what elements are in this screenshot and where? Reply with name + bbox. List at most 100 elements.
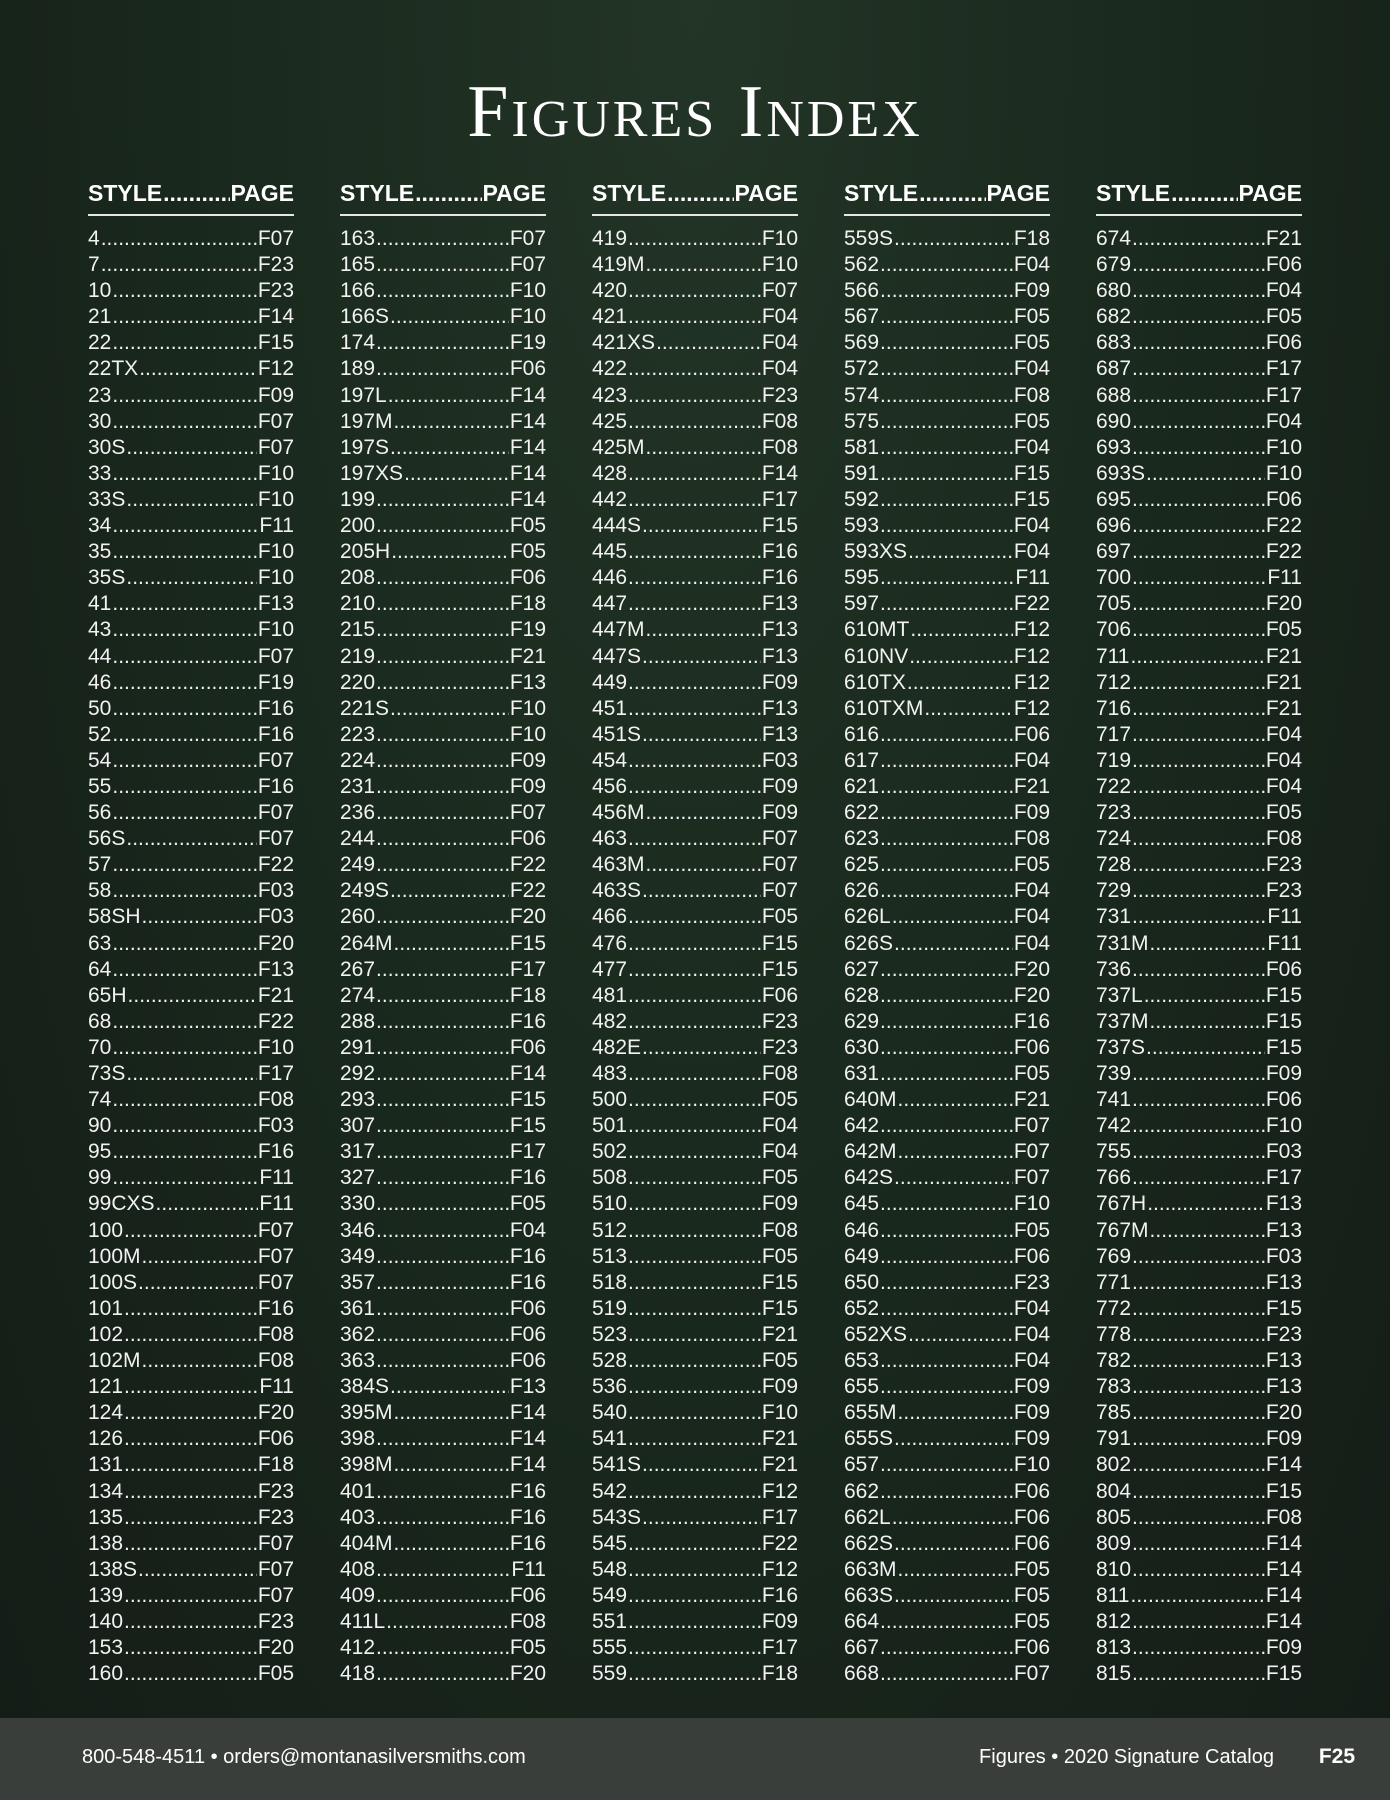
index-entry: 166 F10	[340, 278, 546, 304]
entry-page: F17	[1265, 357, 1302, 381]
entry-leader-dots	[880, 461, 1013, 487]
index-entry: 630 F06	[844, 1035, 1050, 1061]
entry-leader-dots	[880, 1009, 1013, 1035]
entry-leader-dots	[898, 1139, 1013, 1165]
entry-page: F15	[1265, 1479, 1302, 1503]
entry-style: 411L	[340, 1609, 386, 1633]
index-entry: 610MT F12	[844, 617, 1050, 643]
index-entry: 736 F06	[1096, 957, 1302, 983]
entry-style: 610TX	[844, 670, 906, 694]
entry-page: F11	[1267, 566, 1302, 590]
entry-style: 482	[592, 1009, 628, 1033]
entry-style: 555	[592, 1636, 628, 1660]
entry-leader-dots	[112, 722, 256, 748]
entry-leader-dots	[880, 1479, 1013, 1505]
index-entry: 423 F23	[592, 383, 798, 409]
entry-leader-dots	[394, 931, 509, 957]
entry-style: 55	[88, 774, 112, 798]
entry-leader-dots	[376, 983, 509, 1009]
index-entry: 783 F13	[1096, 1374, 1302, 1400]
entry-style: 543S	[592, 1505, 642, 1529]
index-entry: 616 F06	[844, 722, 1050, 748]
entry-style: 655	[844, 1375, 880, 1399]
index-entry: 454 F03	[592, 748, 798, 774]
entry-leader-dots	[126, 487, 256, 513]
entry-page: F09	[1013, 1401, 1050, 1425]
index-entry: 197S F14	[340, 435, 546, 461]
entry-page: F19	[257, 670, 294, 694]
index-entry: 35 F10	[88, 539, 294, 565]
entry-leader-dots	[628, 409, 761, 435]
entry-page: F20	[257, 931, 294, 955]
entry-leader-dots	[628, 983, 761, 1009]
entry-style: 100S	[88, 1270, 138, 1294]
entry-leader-dots	[908, 539, 1013, 565]
index-entry: 627 F20	[844, 957, 1050, 983]
index-entry: 690 F04	[1096, 409, 1302, 435]
header-style-label: STYLE	[844, 180, 919, 206]
index-entry: 543S F17	[592, 1505, 798, 1531]
entry-style: 330	[340, 1192, 376, 1216]
entry-style: 73S	[88, 1062, 126, 1085]
entry-leader-dots	[628, 278, 761, 304]
entry-page: F06	[1265, 331, 1302, 355]
index-entry: 219 F21	[340, 644, 546, 670]
index-entry: 197L F14	[340, 383, 546, 409]
entry-page: F06	[1013, 1505, 1050, 1529]
index-entry: 693S F10	[1096, 461, 1302, 487]
index-entry: 737S F15	[1096, 1035, 1302, 1061]
entry-page: F11	[1267, 931, 1302, 955]
index-entry: 668 F07	[844, 1661, 1050, 1687]
entry-leader-dots	[376, 826, 509, 852]
entry-page: F07	[1013, 1114, 1050, 1138]
entry-page: F10	[1265, 1114, 1302, 1138]
entry-style: 477	[592, 957, 628, 981]
entry-leader-dots	[880, 774, 1013, 800]
index-entry: 617 F04	[844, 748, 1050, 774]
index-entry: 52 F16	[88, 722, 294, 748]
entry-leader-dots	[376, 1244, 509, 1270]
index-entry: 767H F13	[1096, 1191, 1302, 1217]
entry-style: 815	[1096, 1662, 1132, 1686]
entry-style: 447S	[592, 644, 642, 668]
entry-page: F10	[1013, 1453, 1050, 1477]
index-entry: 57 F22	[88, 852, 294, 878]
entry-page: F16	[509, 1166, 546, 1190]
index-entry: 138 F07	[88, 1531, 294, 1557]
entry-leader-dots	[642, 1035, 761, 1061]
index-entry: 428 F14	[592, 461, 798, 487]
entry-style: 736	[1096, 957, 1132, 981]
entry-style: 629	[844, 1009, 880, 1033]
entry-style: 10	[88, 279, 112, 303]
entry-style: 562	[844, 253, 880, 277]
entry-style: 626S	[844, 931, 894, 955]
index-entry: 679 F06	[1096, 252, 1302, 278]
index-entry: 739 F09	[1096, 1061, 1302, 1087]
entry-page: F07	[1013, 1140, 1050, 1164]
entry-style: 327	[340, 1166, 376, 1190]
index-entry: 683 F06	[1096, 330, 1302, 356]
entry-style: 700	[1096, 566, 1132, 590]
entry-style: 288	[340, 1009, 376, 1033]
entry-leader-dots	[646, 252, 761, 278]
entry-style: 575	[844, 409, 880, 433]
index-entry: 645 F10	[844, 1191, 1050, 1217]
index-entry: 43 F10	[88, 617, 294, 643]
entry-page: F16	[761, 540, 798, 564]
index-entry: 56S F07	[88, 826, 294, 852]
entry-page: F16	[761, 566, 798, 590]
entry-leader-dots	[376, 644, 509, 670]
index-entry: 631 F05	[844, 1061, 1050, 1087]
entry-page: F05	[509, 1192, 546, 1216]
index-entry: 653 F04	[844, 1348, 1050, 1374]
index-entry: 418 F20	[340, 1661, 546, 1687]
index-entry: 723 F05	[1096, 800, 1302, 826]
entry-style: 739	[1096, 1062, 1132, 1085]
entry-leader-dots	[894, 931, 1013, 957]
entry-leader-dots	[880, 852, 1013, 878]
entry-page: F12	[257, 357, 294, 381]
entry-leader-dots	[390, 878, 509, 904]
entry-page: F15	[761, 1270, 798, 1294]
entry-page: F07	[257, 435, 294, 459]
entry-page: F04	[1265, 279, 1302, 303]
